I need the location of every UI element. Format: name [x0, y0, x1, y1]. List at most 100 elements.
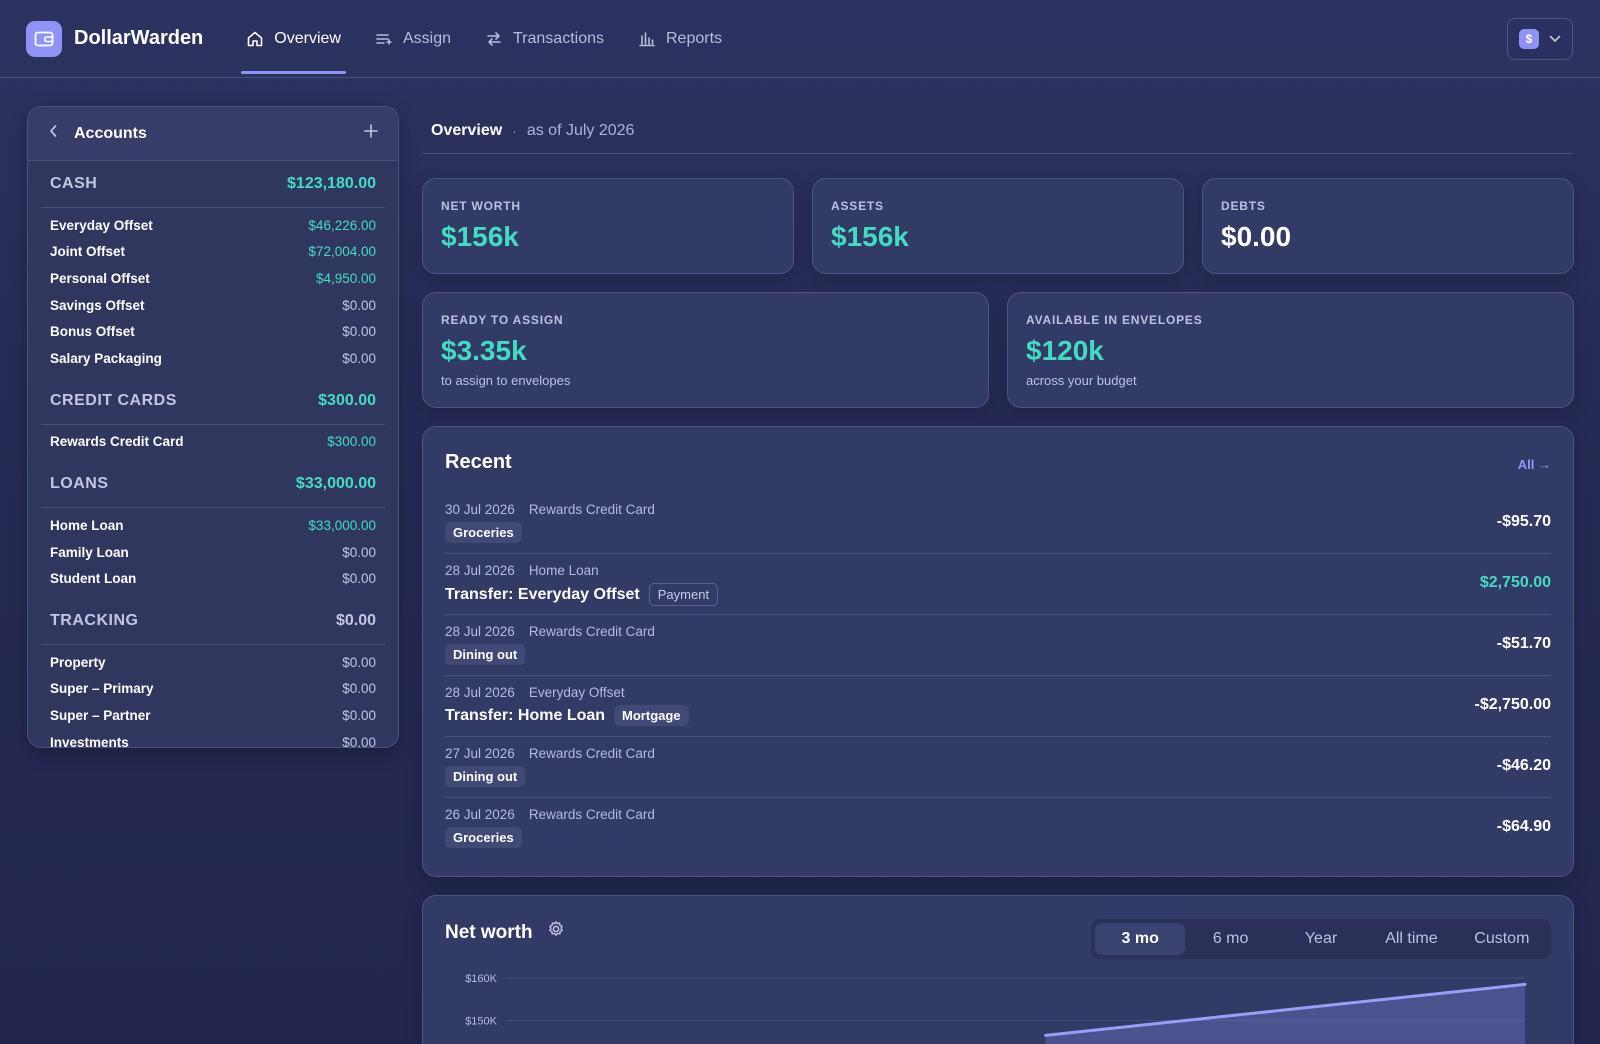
home-icon [246, 30, 264, 48]
account-name: Joint Offset [50, 244, 126, 260]
brand[interactable]: DollarWarden [26, 20, 203, 57]
gear-icon[interactable] [547, 920, 565, 943]
account-row[interactable]: Super – Partner $0.00 [28, 702, 398, 729]
y-tick-label: $160K [465, 973, 497, 985]
stat-value: $3.35k [441, 335, 527, 366]
account-balance: $72,004.00 [308, 244, 376, 260]
add-account-icon[interactable] [364, 124, 378, 143]
account-group-header[interactable]: CASH $123,180.00 [41, 161, 385, 208]
group-total: $33,000.00 [295, 475, 376, 493]
nav-tab-reports[interactable]: Reports [633, 0, 727, 78]
chevron-left-icon[interactable] [48, 124, 58, 143]
transaction-row[interactable]: 27 Jul 2026 Rewards Credit Card Dining out… [445, 737, 1551, 798]
account-balance: $0.00 [342, 707, 376, 723]
account-balance: $0.00 [342, 571, 376, 587]
category-tag: Groceries [445, 522, 522, 543]
stat-value: $120k [1026, 335, 1104, 366]
category-tag: Dining out [445, 644, 526, 665]
nav-tab-assign[interactable]: Assign [370, 0, 456, 78]
account-list: Rewards Credit Card $300.00 [28, 425, 398, 462]
page-subtitle: as of July 2026 [526, 121, 635, 139]
range-option[interactable]: 6 mo [1212, 930, 1249, 947]
account-group-header[interactable]: TRACKING $0.00 [41, 598, 385, 645]
category-tag: Dining out [445, 766, 526, 787]
transaction-details: Dining out [445, 766, 526, 787]
sidebar-header: Accounts [28, 107, 398, 161]
transaction-details: Groceries [445, 522, 522, 543]
net-worth-chart-card: Net worth 3 mo 6 mo Year All time Custom $16… [422, 895, 1574, 1044]
account-row[interactable]: Family Loan $0.00 [28, 539, 398, 566]
account-row[interactable]: Investments $0.00 [28, 729, 398, 748]
available-in-envelopes-card[interactable]: AVAILABLE IN ENVELOPES $120k across your… [1007, 292, 1574, 408]
account-row[interactable]: Student Loan $0.00 [28, 565, 398, 592]
transaction-row[interactable]: 28 Jul 2026 Everyday Offset Transfer: Home… [445, 676, 1551, 737]
transaction-amount: -$2,750.00 [1474, 696, 1551, 713]
account-balance: $0.00 [342, 350, 376, 366]
account-row[interactable]: Super – Primary $0.00 [28, 676, 398, 703]
assets-card[interactable]: ASSETS $156k [812, 178, 1184, 274]
account-name: Super – Primary [50, 681, 154, 697]
transaction-account: Rewards Credit Card [528, 624, 655, 639]
account-list: Home Loan $33,000.00 Family Loan $0.00 Stude… [28, 508, 398, 598]
account-row[interactable]: Joint Offset $72,004.00 [28, 239, 398, 266]
account-row[interactable]: Property $0.00 [28, 649, 398, 676]
group-total: $123,180.00 [287, 175, 376, 192]
account-row[interactable]: Personal Offset $4,950.00 [28, 265, 398, 292]
range-option[interactable]: Custom [1474, 930, 1530, 947]
transaction-date: 28 Jul 2026 [445, 563, 515, 578]
account-group-header[interactable]: CREDIT CARDS $300.00 [41, 378, 385, 425]
account-row[interactable]: Rewards Credit Card $300.00 [28, 429, 398, 456]
account-name: Home Loan [50, 517, 124, 533]
range-option[interactable]: 3 mo [1095, 923, 1186, 955]
y-tick-label: $150K [465, 1016, 497, 1028]
account-row[interactable]: Salary Packaging $0.00 [28, 345, 398, 372]
bar-chart-icon [638, 30, 656, 48]
transaction-amount: -$46.20 [1496, 757, 1551, 774]
account-row[interactable]: Bonus Offset $0.00 [28, 318, 398, 345]
account-balance: $46,226.00 [308, 217, 376, 233]
nav-tab-overview[interactable]: Overview [241, 0, 346, 78]
nav-tab-label: Overview [274, 29, 341, 47]
account-balance: $0.00 [342, 544, 376, 560]
separator-dot: · [512, 122, 517, 139]
account-row[interactable]: Savings Offset $0.00 [28, 292, 398, 319]
recent-transactions-card: Recent All → 30 Jul 2026 Rewards Credit C… [422, 426, 1574, 877]
debts-card[interactable]: DEBTS $0.00 [1202, 178, 1574, 274]
chart-title: Net worth [445, 922, 533, 943]
view-all-link[interactable]: All → [1517, 457, 1551, 472]
account-row[interactable]: Home Loan $33,000.00 [28, 512, 398, 539]
transaction-row[interactable]: 26 Jul 2026 Rewards Credit Card Groceries -… [445, 798, 1551, 859]
chevron-down-icon [1549, 30, 1561, 48]
account-row[interactable]: Everyday Offset $46,226.00 [28, 212, 398, 239]
user-menu-button[interactable]: $ [1507, 18, 1573, 60]
user-badge: $ [1519, 29, 1539, 49]
transaction-amount: $2,750.00 [1479, 574, 1551, 591]
group-name: TRACKING [50, 611, 139, 629]
series-line [1044, 982, 1527, 1037]
range-selector: 3 mo 6 mo Year All time Custom [1091, 919, 1551, 959]
net-worth-card[interactable]: NET WORTH $156k [422, 178, 794, 274]
nav-tab-transactions[interactable]: Transactions [480, 0, 609, 78]
group-name: CREDIT CARDS [50, 391, 177, 409]
nav-tab-label: Reports [666, 29, 723, 47]
account-balance: $0.00 [342, 297, 376, 313]
stat-value: $0.00 [1221, 221, 1292, 252]
account-balance: $300.00 [327, 434, 376, 450]
transaction-date: 28 Jul 2026 [445, 624, 515, 639]
account-group-header[interactable]: LOANS $33,000.00 [41, 461, 385, 509]
account-name: Savings Offset [50, 297, 145, 313]
stat-value: $156k [441, 221, 519, 252]
transaction-row[interactable]: 28 Jul 2026 Rewards Credit Card Dining out… [445, 615, 1551, 676]
account-name: Personal Offset [50, 270, 150, 286]
range-option[interactable]: All time [1385, 930, 1438, 947]
account-name: Family Loan [50, 544, 129, 560]
account-name: Property [50, 654, 106, 670]
range-option[interactable]: Year [1304, 930, 1338, 947]
transaction-account: Home Loan [528, 563, 599, 578]
transaction-row[interactable]: 30 Jul 2026 Rewards Credit Card Groceries -… [445, 493, 1551, 554]
account-name: Investments [50, 734, 129, 748]
transaction-row[interactable]: 28 Jul 2026 Home Loan Transfer: Everyday O… [445, 554, 1551, 615]
transaction-account: Rewards Credit Card [528, 807, 655, 822]
ready-to-assign-card[interactable]: READY TO ASSIGN $3.35k to assign to enve… [422, 292, 989, 408]
transaction-details: Transfer: Everyday Offset Payment [445, 583, 719, 606]
